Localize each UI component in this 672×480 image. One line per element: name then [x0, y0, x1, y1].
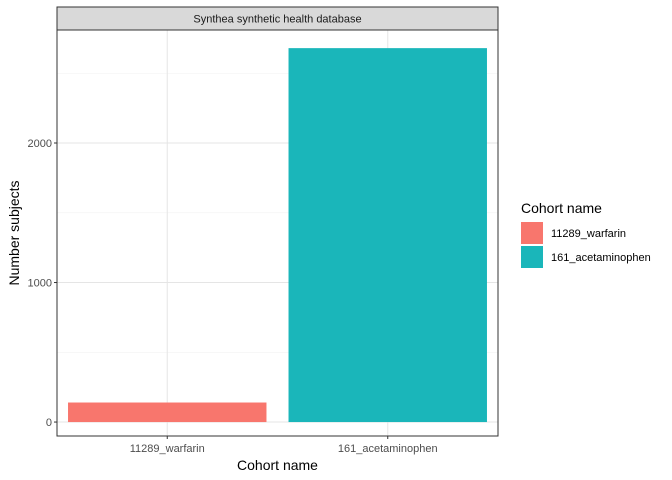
facet-title: Synthea synthetic health database: [193, 14, 361, 26]
legend-swatch: [521, 222, 543, 244]
x-axis: 11289_warfarin 161_acetaminophen: [130, 436, 438, 455]
y-tick-label: 0: [46, 417, 52, 429]
bar-161_acetaminophen: [288, 48, 487, 423]
panel-border: [56, 29, 499, 437]
legend: Cohort name 11289_warfarin 161_acetaminop…: [521, 200, 651, 268]
legend-label: 11289_warfarin: [551, 228, 626, 240]
legend-swatch: [521, 246, 543, 268]
bars: [68, 48, 487, 423]
x-tick-label: 161_acetaminophen: [338, 443, 438, 455]
y-tick-label: 2000: [28, 138, 52, 150]
y-tick-label: 1000: [28, 278, 52, 290]
bar-11289_warfarin: [68, 402, 267, 423]
x-axis-title: Cohort name: [237, 457, 318, 473]
legend-label: 161_acetaminophen: [551, 252, 651, 264]
y-axis-title: Number subjects: [6, 180, 22, 285]
y-axis: 0 1000 2000: [28, 138, 57, 429]
x-tick-label: 11289_warfarin: [130, 443, 205, 455]
legend-title: Cohort name: [521, 200, 602, 216]
legend-entries: 11289_warfarin 161_acetaminophen: [521, 222, 651, 268]
